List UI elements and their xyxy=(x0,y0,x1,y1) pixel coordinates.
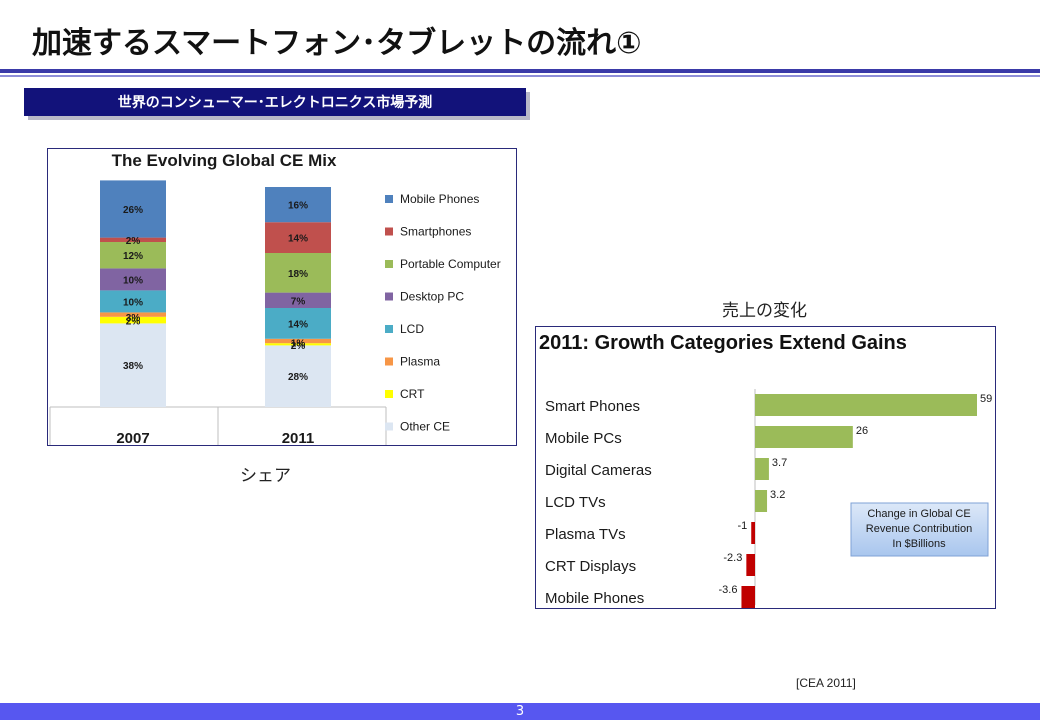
bar-segment-mobile-phones-2011 xyxy=(265,187,331,223)
bar-segment-portable-computer-2011 xyxy=(265,253,331,293)
segment-label-other-ce-2011: 28% xyxy=(288,372,308,383)
legend-swatch-crt xyxy=(385,390,393,398)
bar-segment-other-ce-2011 xyxy=(265,345,331,407)
segment-label-other-ce-2007: 38% xyxy=(123,361,143,372)
legend-label-portable-computer: Portable Computer xyxy=(400,257,501,271)
segment-label-lcd-2011: 14% xyxy=(288,319,308,330)
value-label-digital-cameras: 3.7 xyxy=(772,457,787,469)
source-citation: [CEA 2011] xyxy=(796,676,856,690)
bar-segment-plasma-2007 xyxy=(100,312,166,317)
title-divider-secondary xyxy=(0,75,1040,77)
legend-label-lcd: LCD xyxy=(400,322,424,336)
bar-digital-cameras xyxy=(755,458,769,480)
category-label-crt-displays: CRT Displays xyxy=(545,558,636,575)
category-label-lcd-tvs: LCD TVs xyxy=(545,494,606,511)
legend-label-smartphones: Smartphones xyxy=(400,225,471,239)
annotation-line-1: Revenue Contribution xyxy=(866,523,972,535)
value-label-plasma-tvs: -1 xyxy=(737,520,747,532)
section-label: 世界のコンシューマー･エレクトロニクス市場予測 xyxy=(24,88,526,116)
bar-segment-crt-2011 xyxy=(265,343,331,346)
legend-swatch-portable-computer xyxy=(385,260,393,268)
bar-crt-displays xyxy=(746,554,755,576)
annotation-line-2: In $Billions xyxy=(892,538,946,550)
segment-label-mobile-phones-2011: 16% xyxy=(288,201,308,212)
segment-label-plasma-2007: 2% xyxy=(126,317,141,328)
segment-label-lcd-2007: 10% xyxy=(123,297,143,308)
share-caption: シェア xyxy=(240,466,291,486)
bar-segment-lcd-2007 xyxy=(100,290,166,313)
bar-mobile-pcs xyxy=(755,426,853,448)
category-label-plasma-tvs: Plasma TVs xyxy=(545,526,626,543)
bar-segment-other-ce-2007 xyxy=(100,323,166,407)
bar-plasma-tvs xyxy=(751,522,755,544)
segment-label-portable-computer-2011: 18% xyxy=(288,269,308,280)
bar-segment-plasma-2011 xyxy=(265,338,331,344)
segment-label-crt-2011: 1% xyxy=(291,338,306,349)
segment-label-mobile-phones-2007: 26% xyxy=(123,205,143,216)
sales-change-caption: 売上の変化 xyxy=(722,301,807,321)
bar-segment-desktop-pc-2011 xyxy=(265,292,331,308)
bar-segment-desktop-pc-2007 xyxy=(100,268,166,291)
legend-label-mobile-phones: Mobile Phones xyxy=(400,192,479,206)
bar-segment-smartphones-2007 xyxy=(100,237,166,242)
segment-label-crt-2007: 3% xyxy=(126,313,141,324)
segment-label-plasma-2011: 2% xyxy=(291,341,306,352)
bar-smart-phones xyxy=(755,394,977,416)
page-number: 3 xyxy=(515,704,525,719)
segment-label-smartphones-2011: 14% xyxy=(288,234,308,245)
bar-segment-smartphones-2011 xyxy=(265,222,331,253)
bar-lcd-tvs xyxy=(755,490,768,512)
growth-chart-panel: 2011: Growth Categories Extend Gains Smar… xyxy=(535,326,996,609)
bar-segment-mobile-phones-2007 xyxy=(100,180,166,238)
value-label-lcd-tvs: 3.2 xyxy=(770,489,785,501)
segment-label-desktop-pc-2007: 10% xyxy=(123,275,143,286)
category-label-digital-cameras: Digital Cameras xyxy=(545,462,652,479)
bar-segment-crt-2007 xyxy=(100,316,166,324)
legend-label-other-ce: Other CE xyxy=(400,420,450,434)
legend-swatch-mobile-phones xyxy=(385,195,393,203)
category-label-mobile-phones: Mobile Phones xyxy=(545,590,644,607)
ce-mix-chart-panel: The Evolving Global CE Mix 38% 3% 2% 10% 10% 1… xyxy=(47,148,517,446)
slide-title: 加速するスマートフォン･タブレットの流れ① xyxy=(32,26,642,61)
category-label-2011: 2011 xyxy=(282,430,315,445)
chart-title: 2011: Growth Categories Extend Gains xyxy=(539,332,907,354)
value-label-mobile-pcs: 26 xyxy=(856,425,868,437)
title-divider xyxy=(0,69,1040,73)
ce-mix-chart: The Evolving Global CE Mix38%3%2%10%10%1… xyxy=(49,151,501,445)
segment-label-desktop-pc-2011: 7% xyxy=(291,296,306,307)
legend-swatch-desktop-pc xyxy=(385,292,393,301)
bar-segment-portable-computer-2007 xyxy=(100,242,166,269)
value-label-smart-phones: 59 xyxy=(980,393,992,405)
legend-label-plasma: Plasma xyxy=(400,355,440,369)
chart-title: The Evolving Global CE Mix xyxy=(112,151,337,170)
legend-swatch-smartphones xyxy=(385,227,393,236)
category-label-2007: 2007 xyxy=(116,430,149,445)
annotation-box xyxy=(850,502,989,557)
legend-swatch-other-ce xyxy=(385,422,393,431)
legend-swatch-lcd xyxy=(385,325,393,333)
legend-swatch-plasma xyxy=(385,357,393,366)
category-label-smart-phones: Smart Phones xyxy=(545,398,640,415)
footer-bar xyxy=(0,703,1040,720)
bar-mobile-phones xyxy=(741,586,755,608)
segment-label-smartphones-2007: 2% xyxy=(126,236,141,247)
legend-label-crt: CRT xyxy=(400,387,425,401)
category-label-mobile-pcs: Mobile PCs xyxy=(545,430,622,447)
annotation-line-0: Change in Global CE xyxy=(867,508,970,520)
legend-label-desktop-pc: Desktop PC xyxy=(400,290,464,304)
segment-label-portable-computer-2007: 12% xyxy=(123,251,143,262)
bar-segment-lcd-2011 xyxy=(265,308,331,339)
value-label-mobile-phones: -3.6 xyxy=(718,584,737,596)
value-label-crt-displays: -2.3 xyxy=(723,552,742,564)
growth-chart: 2011: Growth Categories Extend Gains Smar… xyxy=(539,332,992,608)
